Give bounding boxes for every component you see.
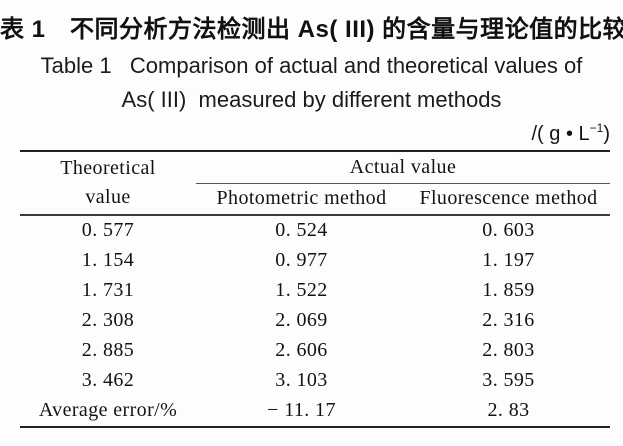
fluorescence-value-cell: 2. 803: [482, 338, 535, 361]
unit-suffix: ): [603, 123, 610, 145]
photometric-value-cell: 2. 069: [275, 308, 328, 331]
table-caption-chinese: 表 1 不同分析方法检测出 As( III) 的含量与理论值的比较: [0, 16, 623, 43]
unit-superscript: −1: [589, 121, 604, 135]
fluorescence-value-cell: 0. 603: [482, 219, 535, 241]
fluorescence-value-cell: 1. 197: [482, 248, 535, 271]
table-caption-english-line1: Table 1 Comparison of actual and theoret…: [40, 53, 583, 78]
table-row: 1. 154 0. 977 1. 197: [20, 245, 610, 275]
table-row: 1. 731 1. 522 1. 859: [20, 275, 610, 305]
photometric-value-cell: 3. 103: [275, 368, 328, 391]
comparison-table: Theoretical value Actual value Photometr…: [20, 150, 611, 428]
photometric-value-cell: 0. 524: [275, 219, 328, 241]
fluorescence-value-cell: 2. 316: [482, 308, 535, 331]
photometric-value-cell: 2. 606: [275, 338, 328, 361]
average-error-label: Average error/%: [38, 399, 178, 421]
theoretical-value-cell: 2. 885: [81, 338, 135, 361]
theoretical-value-cell: 3. 462: [81, 368, 135, 391]
fluorescence-average-error: 2. 83: [487, 399, 530, 421]
fluorescence-value-cell: 3. 595: [482, 368, 535, 391]
header-fluorescence-method: Fluorescence method: [407, 183, 611, 216]
photometric-value-cell: 1. 522: [275, 278, 328, 301]
unit-label: /( g • L−1): [531, 121, 611, 146]
header-theoretical-value: Theoretical value: [20, 151, 196, 216]
theoretical-value-cell: 0. 577: [81, 219, 135, 241]
table-row: 0. 577 0. 524 0. 603: [20, 215, 610, 245]
theoretical-value-cell: 2. 308: [81, 308, 135, 331]
header-row-2: Photometric method Fluorescence method: [20, 183, 611, 216]
table-row: 2. 885 2. 606 2. 803: [20, 335, 610, 365]
header-row-1: Theoretical value Actual value: [20, 151, 611, 216]
table-row: 3. 462 3. 103 3. 595: [20, 365, 610, 395]
theoretical-value-cell: 1. 154: [81, 248, 135, 271]
header-actual-value-group: Actual value: [196, 151, 611, 184]
average-error-row: Average error/% − 11. 17 2. 83: [20, 395, 610, 427]
unit-prefix: /( g • L: [531, 123, 590, 145]
header-photometric-method: Photometric method: [196, 183, 407, 216]
table-caption-english-line2: As( III) measured by different methods: [121, 87, 502, 112]
photometric-average-error: − 11. 17: [267, 399, 336, 421]
fluorescence-value-cell: 1. 859: [482, 278, 535, 301]
photometric-value-cell: 0. 977: [275, 248, 328, 271]
theoretical-value-cell: 1. 731: [81, 278, 135, 301]
table-row: 2. 308 2. 069 2. 316: [20, 305, 610, 335]
